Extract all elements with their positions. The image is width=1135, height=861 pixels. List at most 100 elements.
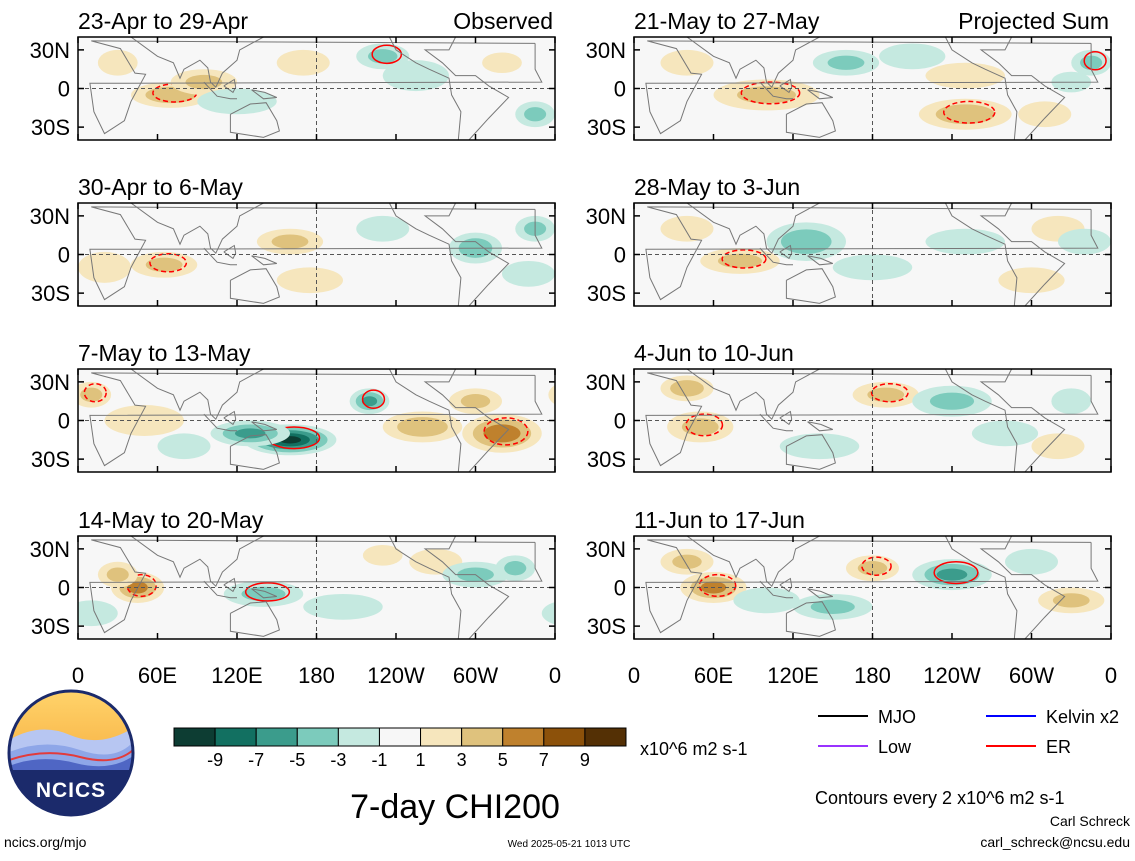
anomaly-blob xyxy=(660,49,714,76)
anomaly-blob xyxy=(197,88,277,115)
anomaly-level xyxy=(234,428,266,439)
panel-2: 30N 0 30S 30-Apr to 6-May xyxy=(30,174,556,307)
x-axis-right: 0 60E 120E 180 120W 60W 0 xyxy=(628,663,1117,688)
coastline xyxy=(807,588,833,599)
y-tick-label: 30S xyxy=(587,115,626,140)
anomaly-level xyxy=(1018,101,1072,128)
y-tick-label: 30N xyxy=(586,204,626,229)
anomaly-level xyxy=(810,599,855,614)
coastline xyxy=(785,434,836,470)
coastline xyxy=(645,372,1099,467)
anomaly-field xyxy=(660,375,1092,460)
x-tick-label: 0 xyxy=(1105,663,1117,688)
coastline xyxy=(686,536,820,588)
y-tick-label: 30N xyxy=(586,38,626,63)
anomaly-level xyxy=(660,215,714,242)
coastline xyxy=(223,78,237,94)
coastline xyxy=(686,37,820,89)
er-contour xyxy=(861,556,892,576)
contour-note: Contours every 2 x10^6 m2 s-1 xyxy=(815,788,1065,808)
coastline xyxy=(229,434,280,470)
anomaly-level xyxy=(660,49,714,76)
coastlines xyxy=(645,37,1099,140)
panel-period-title: 14-May to 20-May xyxy=(78,507,264,533)
anomaly-blob xyxy=(846,555,899,582)
er-contour xyxy=(126,573,157,598)
coastline xyxy=(779,410,793,426)
anomaly-blob xyxy=(356,215,410,242)
colorbar: -9 -7 -5 -3 -1 1 3 5 7 9 xyxy=(173,727,627,770)
coastline xyxy=(944,536,1066,639)
anomaly-blob xyxy=(971,420,1039,447)
coastline xyxy=(223,577,237,593)
y-tick-label: 30N xyxy=(30,537,70,562)
anomaly-blob xyxy=(700,248,780,274)
anomaly-blob xyxy=(362,545,403,566)
coastline xyxy=(251,255,277,266)
coastline xyxy=(759,413,793,432)
anomaly-blob xyxy=(1038,587,1105,614)
anomaly-blob xyxy=(779,433,860,460)
anomaly-level xyxy=(929,392,975,410)
x-tick-label: 120W xyxy=(923,663,981,688)
panel-period-title: 4-Jun to 10-Jun xyxy=(634,340,794,366)
panel-period-title: 28-May to 3-Jun xyxy=(634,174,800,200)
coastlines xyxy=(645,536,1099,639)
anomaly-level xyxy=(78,251,131,283)
x-axis-left: 0 60E 120E 180 120W 60W 0 xyxy=(72,663,561,688)
anomaly-blob xyxy=(793,593,873,620)
panel-period-title: 21-May to 27-May xyxy=(634,8,820,34)
y-tick-label: 30N xyxy=(30,204,70,229)
y-tick-label: 30S xyxy=(587,281,626,306)
panel-period-title: 23-Apr to 29-Apr xyxy=(78,8,248,34)
er-contour xyxy=(149,253,188,273)
anomaly-blob xyxy=(918,98,1012,130)
anomaly-blob xyxy=(852,381,919,408)
site-url: ncics.org/mjo xyxy=(4,834,87,850)
main-title: 7-day CHI200 xyxy=(350,788,560,826)
anomaly-blob xyxy=(660,215,714,242)
anomaly-blob xyxy=(276,267,343,294)
anomaly-blob xyxy=(1031,433,1085,460)
anomaly-blob xyxy=(667,411,734,443)
anomaly-level xyxy=(827,55,865,70)
anomaly-field xyxy=(97,43,555,128)
coastline xyxy=(645,206,1099,301)
coastlines xyxy=(645,203,1099,306)
er-contour xyxy=(698,573,737,598)
coastline xyxy=(759,580,793,599)
coastlines xyxy=(89,369,543,472)
panel-6: 30N 0 30S 28-May to 3-Jun xyxy=(586,174,1112,307)
coastline xyxy=(203,81,237,100)
coastline xyxy=(807,255,833,266)
anomaly-field xyxy=(660,548,1105,620)
anomaly-level xyxy=(1031,433,1085,460)
coastline xyxy=(785,268,836,304)
coastline xyxy=(388,37,510,140)
anomaly-blob xyxy=(462,414,542,453)
coastline xyxy=(686,369,820,421)
author-email: carl_schreck@ncsu.edu xyxy=(980,834,1130,850)
timestamp: Wed 2025-05-21 1013 UTC xyxy=(508,839,631,850)
anomaly-level xyxy=(936,568,968,581)
legend-label: ER xyxy=(1046,737,1071,757)
anomaly-blob xyxy=(256,228,324,255)
anomaly-level xyxy=(524,107,547,122)
er-contour xyxy=(740,81,801,105)
anomaly-blob xyxy=(303,593,383,620)
anomaly-level xyxy=(670,380,704,397)
anomaly-blob xyxy=(502,260,555,287)
anomaly-blob xyxy=(210,420,290,447)
coastline xyxy=(229,601,280,637)
anomaly-blob xyxy=(382,411,463,443)
x-tick-label: 120E xyxy=(211,663,262,688)
anomaly-field xyxy=(660,43,1111,130)
anomaly-level xyxy=(779,433,860,460)
anomaly-level xyxy=(925,62,1005,89)
logo-text: NCICS xyxy=(36,779,106,802)
anomaly-level xyxy=(733,587,800,614)
coastline xyxy=(130,37,264,89)
er-contour xyxy=(361,389,386,409)
y-tick-label: 0 xyxy=(614,243,626,268)
anomaly-level xyxy=(717,253,763,269)
